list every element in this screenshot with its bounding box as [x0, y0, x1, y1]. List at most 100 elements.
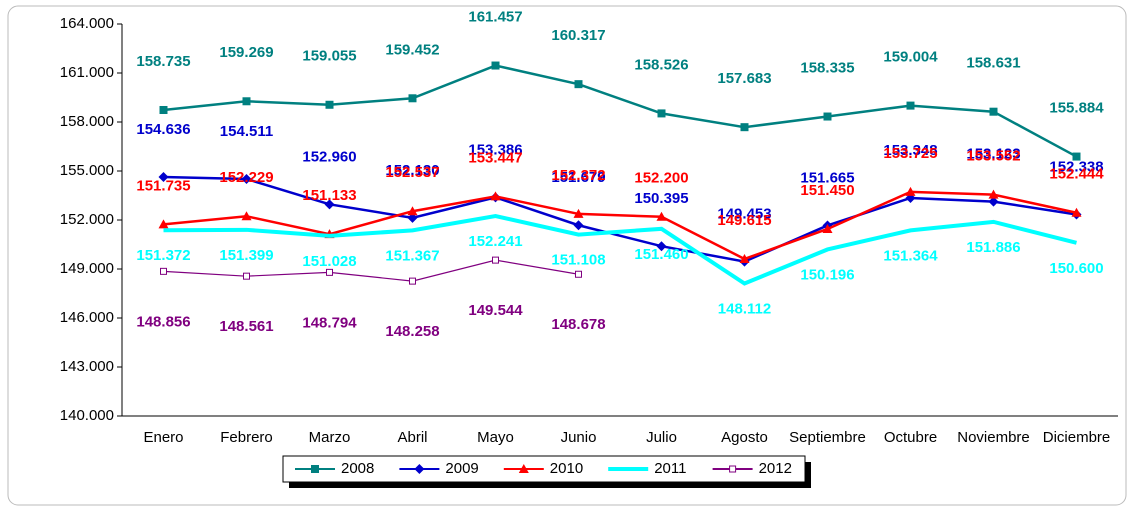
data-label: 149.453	[717, 206, 771, 223]
marker	[656, 211, 667, 221]
data-label: 150.395	[634, 190, 688, 207]
marker	[1072, 152, 1081, 161]
marker	[906, 101, 915, 110]
y-tick-label: 140.000	[60, 407, 114, 424]
x-tick-label: Enero	[143, 429, 183, 446]
x-tick-label: Febrero	[220, 429, 273, 446]
data-label: 158.631	[966, 55, 1020, 72]
data-label: 148.561	[219, 318, 273, 335]
marker	[243, 272, 250, 280]
series-line	[163, 214, 1077, 286]
series-line	[163, 64, 1078, 158]
marker	[241, 173, 252, 184]
data-label: 153.348	[883, 142, 937, 159]
marker	[575, 270, 582, 278]
x-tick-label: Marzo	[309, 429, 351, 446]
data-label: 151.735	[136, 177, 190, 194]
marker	[326, 268, 333, 276]
legend-marker	[729, 465, 737, 473]
data-label: 149.544	[468, 302, 523, 319]
data-label: 160.317	[551, 27, 605, 44]
data-label: 157.683	[717, 70, 771, 87]
x-tick-label: Abril	[397, 429, 427, 446]
data-label: 151.399	[219, 247, 273, 264]
marker	[492, 256, 499, 264]
series-line	[163, 190, 1077, 261]
marker	[407, 206, 418, 216]
data-label: 151.028	[302, 253, 356, 270]
data-label: 158.735	[136, 53, 190, 70]
marker	[324, 199, 335, 210]
data-label: 152.229	[219, 169, 273, 186]
marker	[739, 253, 750, 263]
legend-marker	[414, 464, 425, 474]
marker	[905, 186, 916, 196]
y-tick-label: 161.000	[60, 64, 114, 81]
legend-label: 2008	[341, 460, 374, 477]
data-label: 151.108	[551, 252, 605, 269]
data-label: 148.112	[718, 300, 771, 317]
data-label: 151.460	[634, 246, 688, 263]
marker	[988, 189, 999, 199]
data-label: 151.133	[302, 187, 356, 204]
data-label: 148.856	[136, 313, 190, 330]
marker	[325, 100, 334, 109]
data-label: 161.457	[468, 9, 522, 26]
y-tick-label: 164.000	[60, 15, 114, 32]
data-label: 153.725	[883, 145, 937, 162]
data-label: 151.886	[966, 239, 1020, 256]
x-tick-label: Julio	[646, 429, 677, 446]
data-label: 152.130	[385, 162, 439, 179]
data-label: 153.552	[966, 148, 1020, 165]
data-label: 151.679	[551, 169, 605, 186]
marker	[160, 267, 167, 275]
y-tick-label: 158.000	[60, 113, 114, 130]
legend-label: 2009	[445, 460, 478, 477]
data-label: 152.372	[551, 167, 605, 184]
x-tick-label: Mayo	[477, 429, 514, 446]
legend-marker	[311, 465, 319, 473]
data-label: 150.196	[800, 266, 854, 283]
marker	[408, 94, 417, 103]
series-line	[163, 175, 1077, 263]
marker	[490, 191, 501, 201]
marker	[242, 97, 251, 106]
data-label: 159.269	[219, 44, 273, 61]
data-label: 149.615	[717, 212, 771, 229]
data-label: 153.386	[468, 141, 522, 158]
data-label: 151.364	[883, 247, 938, 264]
x-tick-label: Diciembre	[1043, 429, 1111, 446]
marker	[822, 223, 833, 233]
marker	[988, 196, 999, 207]
data-label: 148.794	[302, 314, 357, 331]
x-tick-label: Agosto	[721, 429, 768, 446]
chart-frame	[7, 5, 1127, 506]
data-label: 152.960	[302, 148, 356, 165]
data-label: 150.600	[1049, 260, 1103, 277]
marker	[158, 219, 169, 229]
marker	[989, 107, 998, 116]
legend-label: 2011	[654, 460, 686, 477]
legend-label: 2010	[550, 460, 583, 477]
data-label: 148.258	[385, 323, 439, 340]
marker	[573, 208, 584, 218]
data-label: 152.200	[634, 170, 688, 187]
marker	[657, 109, 666, 118]
y-tick-label: 146.000	[60, 309, 114, 326]
data-label: 152.241	[468, 233, 522, 250]
data-label: 151.450	[800, 182, 854, 199]
x-tick-label: Octubre	[884, 429, 937, 446]
data-label: 151.665	[800, 169, 854, 186]
marker	[491, 61, 500, 70]
marker	[159, 105, 168, 114]
legend-label: 2012	[759, 460, 792, 477]
marker	[823, 112, 832, 121]
data-label: 151.367	[385, 247, 439, 264]
marker	[1071, 207, 1082, 217]
marker	[574, 80, 583, 89]
data-label: 154.636	[136, 121, 190, 138]
data-label: 158.335	[800, 59, 854, 76]
marker	[158, 171, 169, 182]
y-tick-label: 143.000	[60, 358, 114, 375]
